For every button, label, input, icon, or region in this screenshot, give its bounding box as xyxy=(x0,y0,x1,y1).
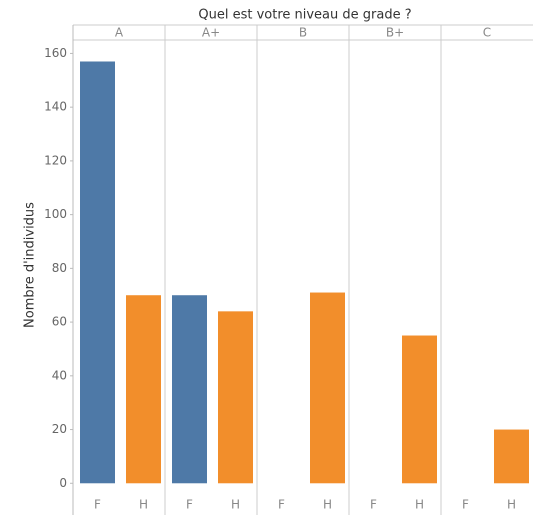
x-tick-label: F xyxy=(462,498,469,512)
bar xyxy=(172,295,207,484)
bar xyxy=(218,311,253,484)
x-tick-label: F xyxy=(370,498,377,512)
x-tick-label: H xyxy=(507,498,516,512)
bar xyxy=(126,295,161,484)
bar xyxy=(80,61,115,484)
y-tick-label: 40 xyxy=(52,368,67,382)
bar xyxy=(310,292,345,484)
x-tick-label: H xyxy=(231,498,240,512)
bar xyxy=(494,429,529,484)
y-tick-label: 80 xyxy=(52,261,67,275)
group-label: B+ xyxy=(386,26,404,40)
y-tick-label: 140 xyxy=(44,100,67,114)
y-tick-label: 0 xyxy=(59,476,67,490)
group-label: B xyxy=(299,26,307,40)
bar xyxy=(402,335,437,484)
y-tick-label: 100 xyxy=(44,207,67,221)
x-tick-label: F xyxy=(186,498,193,512)
group-label: A xyxy=(115,26,124,40)
x-tick-label: H xyxy=(139,498,148,512)
x-tick-label: H xyxy=(323,498,332,512)
x-tick-label: H xyxy=(415,498,424,512)
y-tick-label: 120 xyxy=(44,153,67,167)
group-label: A+ xyxy=(202,26,220,40)
x-tick-label: F xyxy=(278,498,285,512)
y-axis-label: Nombre d'individus xyxy=(23,202,38,328)
y-tick-label: 20 xyxy=(52,422,67,436)
chart-title: Quel est votre niveau de grade ? xyxy=(198,8,411,23)
x-tick-label: F xyxy=(94,498,101,512)
y-tick-label: 160 xyxy=(44,46,67,60)
y-tick-label: 60 xyxy=(52,315,67,329)
group-label: C xyxy=(483,26,491,40)
